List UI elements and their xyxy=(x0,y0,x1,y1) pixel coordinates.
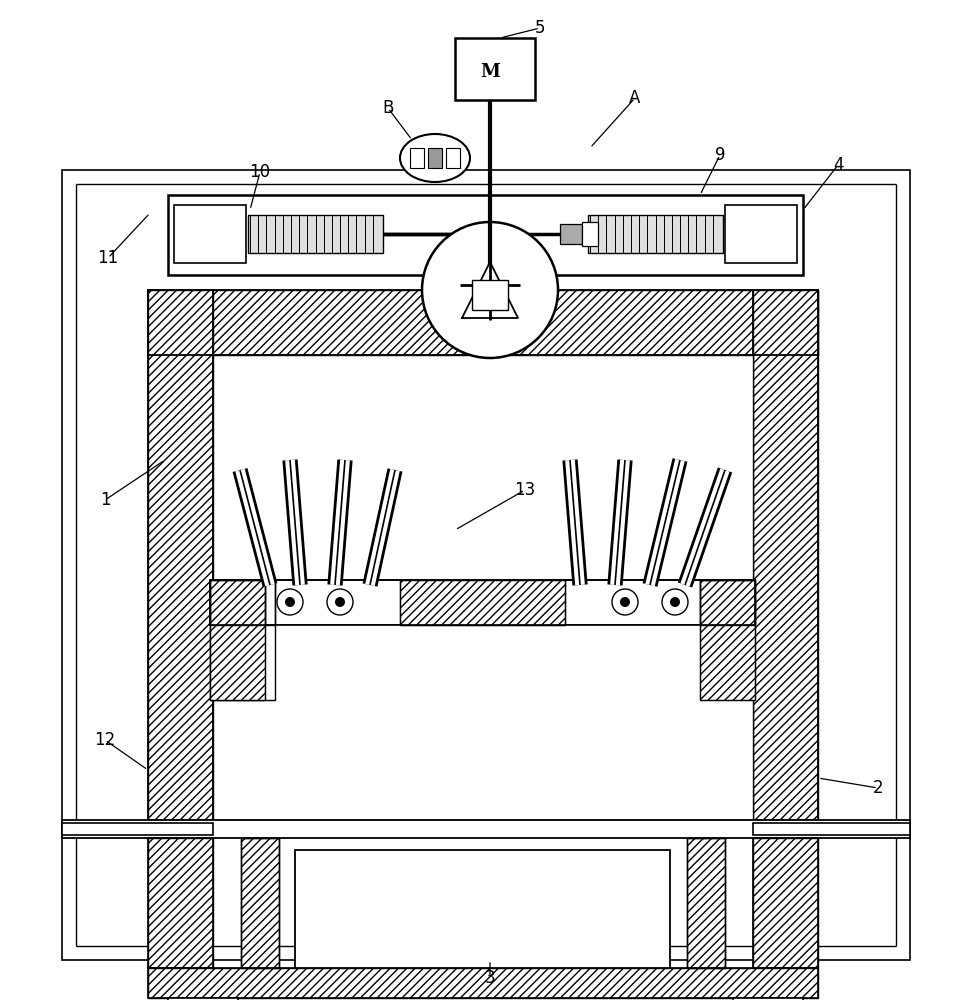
Bar xyxy=(210,580,755,625)
Bar xyxy=(687,838,725,968)
Bar xyxy=(700,580,755,625)
Bar xyxy=(733,998,803,1000)
Text: 12: 12 xyxy=(94,731,116,749)
Text: M: M xyxy=(480,63,500,81)
Circle shape xyxy=(662,589,688,615)
Bar xyxy=(210,580,265,625)
Bar xyxy=(753,838,818,968)
Bar xyxy=(210,580,755,625)
Bar xyxy=(148,968,818,998)
Bar xyxy=(210,580,275,700)
Bar xyxy=(148,290,213,820)
Circle shape xyxy=(277,589,303,615)
Bar xyxy=(62,823,213,835)
Polygon shape xyxy=(462,262,518,318)
Text: A: A xyxy=(630,89,640,107)
Bar xyxy=(210,580,275,625)
Text: B: B xyxy=(382,99,394,117)
Bar xyxy=(168,998,238,1000)
Bar xyxy=(174,205,246,263)
Bar xyxy=(446,148,460,168)
Bar xyxy=(753,290,818,820)
Bar xyxy=(62,170,910,960)
Bar xyxy=(62,820,910,838)
Bar xyxy=(213,355,753,820)
Circle shape xyxy=(422,222,558,358)
Bar xyxy=(210,580,275,700)
Bar xyxy=(295,850,670,968)
Bar xyxy=(148,968,818,998)
Bar xyxy=(400,580,565,625)
Ellipse shape xyxy=(400,134,470,182)
Bar xyxy=(210,580,275,700)
Bar xyxy=(582,222,598,246)
Circle shape xyxy=(620,597,630,607)
Text: 10: 10 xyxy=(249,163,270,181)
Circle shape xyxy=(670,597,680,607)
Bar xyxy=(410,148,424,168)
Bar xyxy=(168,195,803,275)
Bar xyxy=(241,838,279,968)
Bar xyxy=(428,148,442,168)
Circle shape xyxy=(335,597,345,607)
Bar xyxy=(588,215,723,253)
Text: 5: 5 xyxy=(535,19,545,37)
Bar xyxy=(148,838,213,968)
Text: 2: 2 xyxy=(873,779,883,797)
Bar xyxy=(753,823,910,835)
Bar xyxy=(148,290,213,820)
Bar xyxy=(148,290,818,355)
Bar xyxy=(700,580,755,700)
Bar xyxy=(265,625,700,700)
Bar xyxy=(210,580,265,625)
Bar xyxy=(687,838,725,968)
Bar xyxy=(560,224,582,244)
Bar xyxy=(241,838,279,968)
Bar xyxy=(210,580,265,700)
Bar xyxy=(210,580,265,700)
Bar xyxy=(210,580,265,625)
Circle shape xyxy=(285,597,295,607)
Bar xyxy=(472,280,508,310)
Bar xyxy=(700,580,755,625)
Bar xyxy=(400,580,565,625)
Circle shape xyxy=(612,589,638,615)
Bar xyxy=(700,580,755,625)
Bar xyxy=(725,205,797,263)
Bar xyxy=(753,838,818,968)
Circle shape xyxy=(327,589,353,615)
Bar xyxy=(210,580,275,625)
Text: 9: 9 xyxy=(715,146,725,164)
Bar xyxy=(148,838,213,968)
Bar xyxy=(753,290,818,820)
Bar xyxy=(455,38,535,100)
Text: 11: 11 xyxy=(97,249,119,267)
Text: 1: 1 xyxy=(99,491,110,509)
Bar xyxy=(700,580,755,700)
Bar xyxy=(400,580,565,625)
Text: 4: 4 xyxy=(833,156,844,174)
Bar xyxy=(248,215,383,253)
Bar xyxy=(148,290,818,355)
Bar xyxy=(76,184,896,946)
Text: 3: 3 xyxy=(485,969,495,987)
Text: 13: 13 xyxy=(515,481,535,499)
